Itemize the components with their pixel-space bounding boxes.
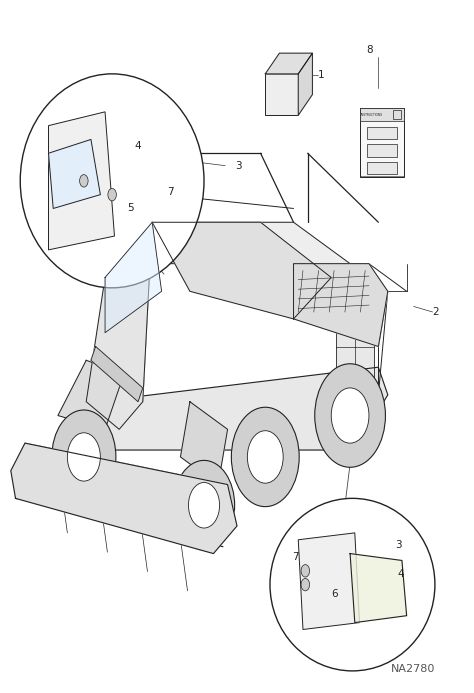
Polygon shape: [298, 533, 359, 629]
Text: 6: 6: [331, 588, 338, 599]
Circle shape: [173, 460, 235, 550]
Bar: [357, 561, 365, 578]
Text: 3: 3: [236, 161, 242, 170]
Bar: [393, 109, 401, 119]
Polygon shape: [105, 222, 162, 333]
Ellipse shape: [270, 498, 435, 671]
Polygon shape: [152, 222, 331, 319]
Bar: [265, 74, 298, 115]
Circle shape: [231, 407, 299, 507]
Polygon shape: [91, 346, 143, 402]
Text: 8: 8: [366, 45, 373, 55]
Circle shape: [108, 188, 117, 201]
Text: NA2780: NA2780: [391, 665, 435, 674]
Bar: [359, 108, 404, 177]
Polygon shape: [350, 554, 407, 622]
Circle shape: [67, 432, 100, 481]
Polygon shape: [298, 53, 312, 115]
Circle shape: [189, 482, 219, 528]
Bar: [366, 127, 397, 139]
Bar: [190, 233, 261, 270]
Bar: [359, 108, 404, 121]
Bar: [366, 161, 397, 174]
Text: 4: 4: [134, 141, 141, 151]
Polygon shape: [86, 222, 152, 430]
Text: 2: 2: [433, 307, 439, 317]
Text: 1: 1: [318, 70, 325, 80]
Ellipse shape: [20, 74, 204, 288]
Polygon shape: [48, 112, 115, 250]
Bar: [366, 144, 397, 157]
Bar: [130, 160, 140, 181]
Text: INSTRUCTIONS: INSTRUCTIONS: [360, 113, 383, 117]
Polygon shape: [72, 367, 388, 450]
Circle shape: [247, 431, 283, 483]
Circle shape: [331, 388, 369, 443]
Circle shape: [80, 175, 88, 187]
Polygon shape: [181, 402, 228, 484]
Polygon shape: [265, 53, 312, 74]
Text: 7: 7: [167, 187, 174, 197]
Circle shape: [301, 579, 310, 591]
Polygon shape: [48, 139, 100, 209]
Polygon shape: [293, 263, 388, 346]
Circle shape: [315, 364, 385, 467]
Bar: [93, 212, 112, 229]
Text: 7: 7: [292, 552, 298, 562]
Circle shape: [301, 565, 310, 577]
Bar: [336, 305, 374, 388]
Text: 5: 5: [128, 204, 134, 213]
Polygon shape: [58, 360, 124, 430]
Text: 4: 4: [397, 569, 404, 579]
Polygon shape: [105, 222, 388, 346]
Polygon shape: [11, 443, 237, 554]
Circle shape: [52, 410, 116, 504]
Text: 3: 3: [395, 541, 401, 550]
Bar: [301, 599, 317, 626]
